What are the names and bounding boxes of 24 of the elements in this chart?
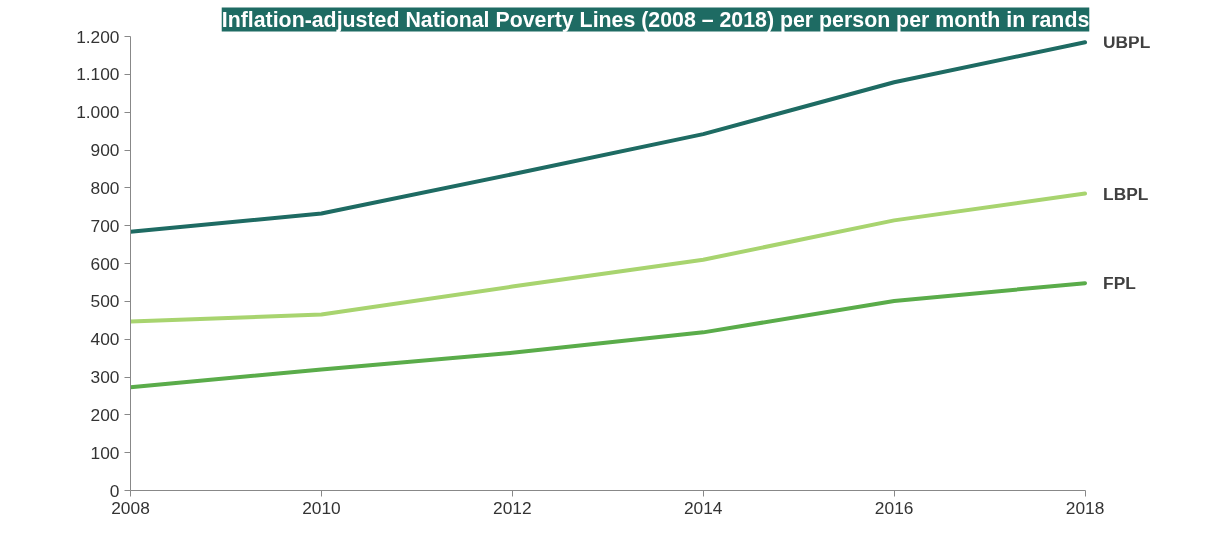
y-tick-label: 100	[90, 442, 120, 463]
y-tick-label: 1.200	[76, 26, 120, 47]
y-tick-label: 900	[90, 140, 120, 160]
series-label: FPL	[1103, 273, 1137, 294]
x-tick-label: 2018	[1065, 497, 1105, 518]
series-label: LBPL	[1103, 183, 1149, 204]
y-tick-label: 200	[90, 404, 120, 425]
series-label: UBPL	[1103, 32, 1151, 53]
x-tick-label: 2012	[493, 497, 532, 518]
x-tick-label: 2010	[302, 497, 341, 518]
line-series	[130, 191, 1088, 324]
y-tick-label: 1.000	[76, 102, 120, 123]
x-tick-label: 2016	[874, 497, 914, 518]
line-series	[130, 281, 1088, 390]
y-tick-label: 500	[90, 291, 120, 312]
y-tick-label: 400	[90, 329, 120, 350]
line-series	[130, 40, 1088, 234]
y-tick-label: 700	[90, 215, 120, 236]
chart-title: Inflation-adjusted National Poverty Lines (2008 – 2018) per person per month in rands	[221, 7, 1090, 32]
x-tick-label: 2014	[683, 497, 723, 518]
y-tick-label: 600	[90, 253, 120, 274]
y-tick-label: 1.100	[76, 64, 120, 85]
y-tick-label: 300	[90, 367, 120, 387]
y-tick-label: 800	[90, 177, 120, 198]
